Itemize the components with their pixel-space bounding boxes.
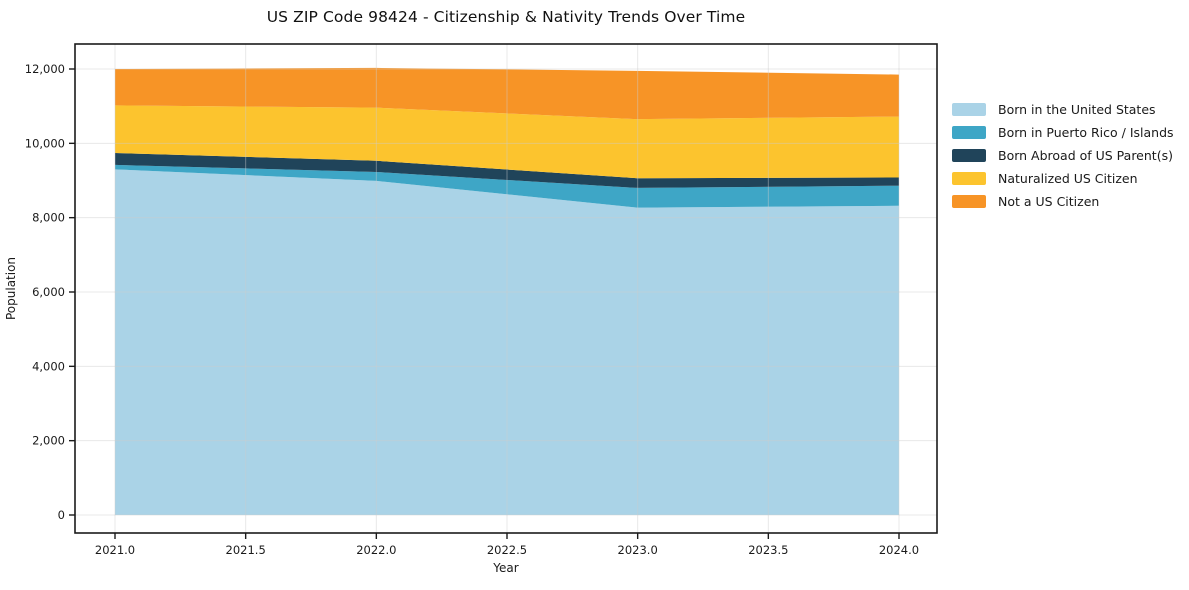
area-series-0 bbox=[115, 169, 899, 515]
x-tick-label-3: 2022.5 bbox=[487, 543, 527, 557]
legend-item-1: Born in Puerto Rico / Islands bbox=[952, 124, 1174, 140]
legend-item-0: Born in the United States bbox=[952, 101, 1174, 117]
y-tick-label-4: 8,000 bbox=[32, 211, 65, 225]
y-tick-label-0: 0 bbox=[58, 508, 65, 522]
x-tick-label-6: 2024.0 bbox=[879, 543, 919, 557]
legend-swatch-4 bbox=[952, 194, 986, 208]
legend-swatch-3 bbox=[952, 171, 986, 185]
x-axis-label: Year bbox=[492, 561, 518, 575]
legend-label-1: Born in Puerto Rico / Islands bbox=[998, 124, 1174, 140]
y-tick-label-1: 2,000 bbox=[32, 434, 65, 448]
legend: Born in the United States Born in Puerto … bbox=[952, 102, 1174, 217]
legend-swatch-1 bbox=[952, 125, 986, 139]
x-tick-label-0: 2021.0 bbox=[95, 543, 135, 557]
y-axis-label: Population bbox=[4, 257, 18, 320]
legend-swatch-0 bbox=[952, 102, 986, 116]
legend-label-3: Naturalized US Citizen bbox=[998, 170, 1138, 186]
area-series-4 bbox=[115, 67, 899, 120]
legend-item-4: Not a US Citizen bbox=[952, 193, 1174, 209]
x-tick-label-4: 2023.0 bbox=[618, 543, 658, 557]
y-tick-label-6: 12,000 bbox=[25, 62, 65, 76]
y-tick-label-3: 6,000 bbox=[32, 285, 65, 299]
y-tick-label-2: 4,000 bbox=[32, 359, 65, 373]
chart-title: US ZIP Code 98424 - Citizenship & Nativi… bbox=[266, 8, 746, 26]
legend-label-4: Not a US Citizen bbox=[998, 193, 1100, 209]
y-tick-label-5: 10,000 bbox=[25, 136, 65, 150]
legend-swatch-2 bbox=[952, 148, 986, 162]
area-series-2 bbox=[115, 152, 899, 188]
x-tick-label-1: 2021.5 bbox=[226, 543, 266, 557]
legend-label-2: Born Abroad of US Parent(s) bbox=[998, 147, 1173, 163]
area-series-1 bbox=[115, 164, 899, 208]
x-tick-label-5: 2023.5 bbox=[748, 543, 788, 557]
area-series-3 bbox=[115, 105, 899, 179]
legend-item-2: Born Abroad of US Parent(s) bbox=[952, 147, 1174, 163]
legend-label-0: Born in the United States bbox=[998, 101, 1156, 117]
x-tick-label-2: 2022.0 bbox=[356, 543, 396, 557]
legend-item-3: Naturalized US Citizen bbox=[952, 170, 1174, 186]
plot-border bbox=[74, 43, 938, 534]
